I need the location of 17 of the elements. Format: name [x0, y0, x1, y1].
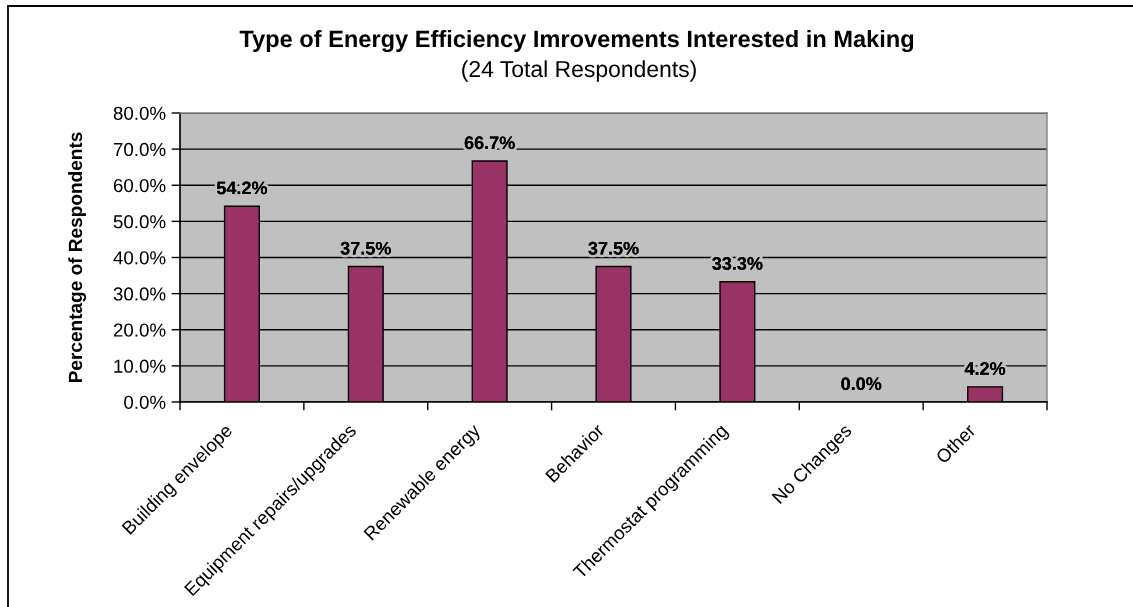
data-label: 37.5%	[588, 241, 639, 255]
y-tick-label: 10.0%	[114, 359, 166, 373]
data-label: 33.3%	[712, 257, 763, 270]
y-tick-label: 80.0%	[113, 106, 166, 120]
chart-title: Type of Energy Efficiency Imrovements Interested in Making	[239, 29, 914, 53]
y-tick-label: 50.0%	[113, 215, 166, 229]
y-tick-label: 20.0%	[113, 323, 166, 337]
y-tick-label: 30.0%	[113, 287, 166, 301]
y-tick-label: 70.0%	[113, 142, 166, 157]
data-label: 0.0%	[841, 377, 882, 391]
chart-subtitle: (24 Total Respondents)	[462, 60, 696, 82]
data-label: 66.7%	[464, 136, 515, 150]
data-label: 37.5%	[340, 241, 391, 255]
y-tick-label: 0.0%	[124, 395, 166, 409]
y-tick-label: 40.0%	[113, 251, 166, 265]
y-axis-title: Percentage of Respondents	[68, 132, 86, 383]
y-tick-label: 60.0%	[113, 178, 166, 193]
